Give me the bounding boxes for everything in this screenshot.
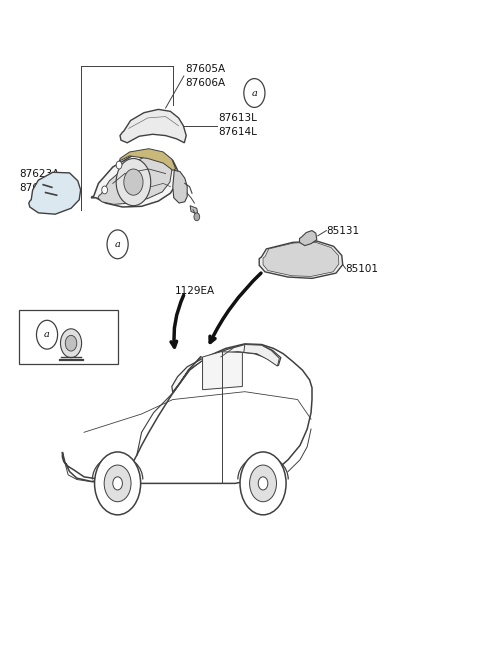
Text: 87623A: 87623A bbox=[19, 168, 60, 179]
Polygon shape bbox=[173, 170, 187, 203]
Circle shape bbox=[258, 477, 268, 490]
Text: 87624B: 87624B bbox=[19, 183, 60, 193]
Circle shape bbox=[104, 465, 131, 502]
Polygon shape bbox=[173, 356, 202, 392]
Circle shape bbox=[113, 477, 122, 490]
Text: 87605A: 87605A bbox=[185, 64, 225, 74]
Text: 87614B: 87614B bbox=[55, 333, 96, 343]
Text: a: a bbox=[115, 240, 120, 249]
Polygon shape bbox=[98, 156, 172, 204]
Polygon shape bbox=[263, 242, 339, 276]
Circle shape bbox=[107, 230, 128, 259]
Text: 87614L: 87614L bbox=[218, 127, 257, 138]
Circle shape bbox=[60, 329, 82, 358]
Text: 87606A: 87606A bbox=[185, 78, 225, 88]
Polygon shape bbox=[29, 172, 81, 214]
Text: a: a bbox=[44, 330, 50, 339]
Polygon shape bbox=[120, 109, 186, 143]
Polygon shape bbox=[62, 344, 312, 483]
Polygon shape bbox=[172, 345, 281, 393]
Polygon shape bbox=[190, 206, 198, 214]
Polygon shape bbox=[300, 231, 317, 246]
Circle shape bbox=[194, 213, 200, 221]
Text: 87624D: 87624D bbox=[55, 347, 96, 358]
Circle shape bbox=[65, 335, 77, 351]
Circle shape bbox=[240, 452, 286, 515]
Circle shape bbox=[124, 169, 143, 195]
Circle shape bbox=[95, 452, 141, 515]
Polygon shape bbox=[203, 352, 242, 390]
Circle shape bbox=[116, 159, 151, 206]
Polygon shape bbox=[244, 345, 279, 366]
Circle shape bbox=[102, 186, 108, 194]
Circle shape bbox=[116, 161, 122, 169]
Circle shape bbox=[36, 320, 58, 349]
Text: a: a bbox=[252, 88, 257, 98]
Circle shape bbox=[250, 465, 276, 502]
Text: 1129EA: 1129EA bbox=[175, 286, 216, 297]
Polygon shape bbox=[91, 152, 178, 207]
Text: 85131: 85131 bbox=[326, 225, 360, 236]
Circle shape bbox=[244, 79, 265, 107]
Polygon shape bbox=[259, 241, 343, 278]
Polygon shape bbox=[117, 149, 176, 170]
Text: 87613L: 87613L bbox=[218, 113, 257, 123]
FancyBboxPatch shape bbox=[19, 310, 118, 364]
Text: 85101: 85101 bbox=[346, 263, 379, 274]
